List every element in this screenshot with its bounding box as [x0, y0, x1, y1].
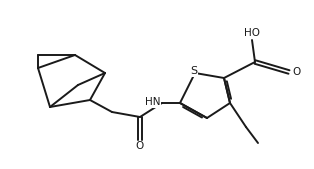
Text: O: O [136, 141, 144, 151]
Text: HN: HN [144, 97, 160, 107]
Text: O: O [292, 67, 300, 77]
Text: S: S [190, 66, 198, 76]
Text: HO: HO [244, 28, 260, 38]
